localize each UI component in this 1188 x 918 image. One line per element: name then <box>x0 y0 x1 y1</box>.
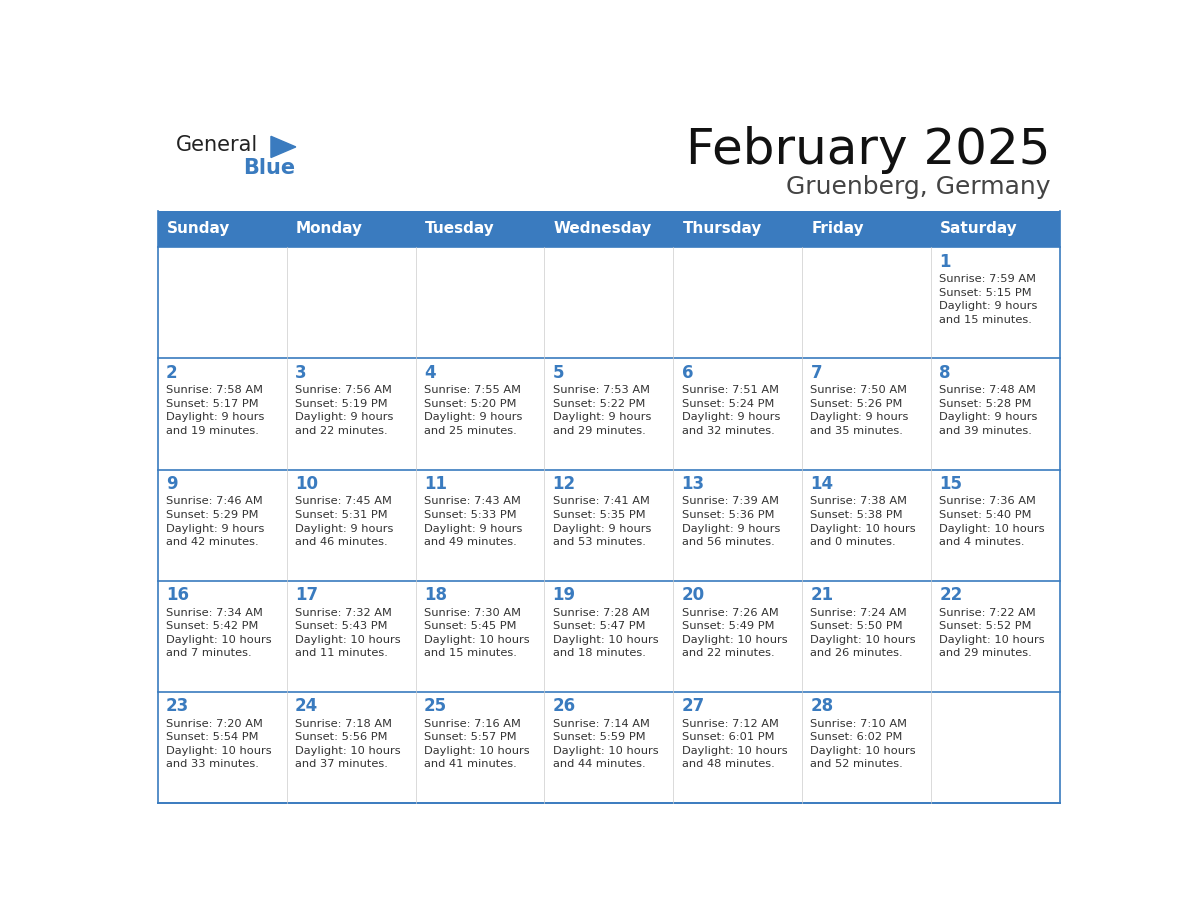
Text: 26: 26 <box>552 698 576 715</box>
Text: 2: 2 <box>166 364 178 382</box>
Text: Sunrise: 7:45 AM
Sunset: 5:31 PM
Daylight: 9 hours
and 46 minutes.: Sunrise: 7:45 AM Sunset: 5:31 PM Dayligh… <box>295 497 393 547</box>
Text: Friday: Friday <box>811 221 864 237</box>
Text: 14: 14 <box>810 476 834 493</box>
Text: Sunrise: 7:22 AM
Sunset: 5:52 PM
Daylight: 10 hours
and 29 minutes.: Sunrise: 7:22 AM Sunset: 5:52 PM Dayligh… <box>940 608 1045 658</box>
Text: Sunrise: 7:56 AM
Sunset: 5:19 PM
Daylight: 9 hours
and 22 minutes.: Sunrise: 7:56 AM Sunset: 5:19 PM Dayligh… <box>295 386 393 436</box>
Text: 17: 17 <box>295 587 318 604</box>
Text: Sunrise: 7:36 AM
Sunset: 5:40 PM
Daylight: 10 hours
and 4 minutes.: Sunrise: 7:36 AM Sunset: 5:40 PM Dayligh… <box>940 497 1045 547</box>
Text: Sunrise: 7:30 AM
Sunset: 5:45 PM
Daylight: 10 hours
and 15 minutes.: Sunrise: 7:30 AM Sunset: 5:45 PM Dayligh… <box>424 608 530 658</box>
Text: 8: 8 <box>940 364 950 382</box>
Text: Sunrise: 7:28 AM
Sunset: 5:47 PM
Daylight: 10 hours
and 18 minutes.: Sunrise: 7:28 AM Sunset: 5:47 PM Dayligh… <box>552 608 658 658</box>
Text: Sunrise: 7:26 AM
Sunset: 5:49 PM
Daylight: 10 hours
and 22 minutes.: Sunrise: 7:26 AM Sunset: 5:49 PM Dayligh… <box>682 608 788 658</box>
Text: Sunrise: 7:48 AM
Sunset: 5:28 PM
Daylight: 9 hours
and 39 minutes.: Sunrise: 7:48 AM Sunset: 5:28 PM Dayligh… <box>940 386 1038 436</box>
Text: 12: 12 <box>552 476 576 493</box>
Text: 7: 7 <box>810 364 822 382</box>
Text: 5: 5 <box>552 364 564 382</box>
Text: Sunrise: 7:32 AM
Sunset: 5:43 PM
Daylight: 10 hours
and 11 minutes.: Sunrise: 7:32 AM Sunset: 5:43 PM Dayligh… <box>295 608 400 658</box>
Text: Sunrise: 7:10 AM
Sunset: 6:02 PM
Daylight: 10 hours
and 52 minutes.: Sunrise: 7:10 AM Sunset: 6:02 PM Dayligh… <box>810 719 916 769</box>
Text: Sunrise: 7:43 AM
Sunset: 5:33 PM
Daylight: 9 hours
and 49 minutes.: Sunrise: 7:43 AM Sunset: 5:33 PM Dayligh… <box>424 497 523 547</box>
Text: Tuesday: Tuesday <box>425 221 494 237</box>
Text: Sunrise: 7:14 AM
Sunset: 5:59 PM
Daylight: 10 hours
and 44 minutes.: Sunrise: 7:14 AM Sunset: 5:59 PM Dayligh… <box>552 719 658 769</box>
Text: 16: 16 <box>166 587 189 604</box>
Polygon shape <box>271 136 296 158</box>
Text: Sunrise: 7:12 AM
Sunset: 6:01 PM
Daylight: 10 hours
and 48 minutes.: Sunrise: 7:12 AM Sunset: 6:01 PM Dayligh… <box>682 719 788 769</box>
Text: 10: 10 <box>295 476 318 493</box>
Text: Sunrise: 7:41 AM
Sunset: 5:35 PM
Daylight: 9 hours
and 53 minutes.: Sunrise: 7:41 AM Sunset: 5:35 PM Dayligh… <box>552 497 651 547</box>
Text: February 2025: February 2025 <box>687 126 1051 174</box>
Text: 13: 13 <box>682 476 704 493</box>
Text: 9: 9 <box>166 476 178 493</box>
Text: General: General <box>176 135 258 155</box>
Text: Saturday: Saturday <box>940 221 1018 237</box>
Text: Blue: Blue <box>244 158 296 177</box>
Text: Sunrise: 7:39 AM
Sunset: 5:36 PM
Daylight: 9 hours
and 56 minutes.: Sunrise: 7:39 AM Sunset: 5:36 PM Dayligh… <box>682 497 781 547</box>
Text: Sunrise: 7:55 AM
Sunset: 5:20 PM
Daylight: 9 hours
and 25 minutes.: Sunrise: 7:55 AM Sunset: 5:20 PM Dayligh… <box>424 386 523 436</box>
Text: 24: 24 <box>295 698 318 715</box>
Text: Gruenberg, Germany: Gruenberg, Germany <box>786 175 1051 199</box>
Text: Wednesday: Wednesday <box>554 221 652 237</box>
Text: Sunrise: 7:59 AM
Sunset: 5:15 PM
Daylight: 9 hours
and 15 minutes.: Sunrise: 7:59 AM Sunset: 5:15 PM Dayligh… <box>940 274 1038 325</box>
Text: Sunrise: 7:53 AM
Sunset: 5:22 PM
Daylight: 9 hours
and 29 minutes.: Sunrise: 7:53 AM Sunset: 5:22 PM Dayligh… <box>552 386 651 436</box>
Text: Sunrise: 7:38 AM
Sunset: 5:38 PM
Daylight: 10 hours
and 0 minutes.: Sunrise: 7:38 AM Sunset: 5:38 PM Dayligh… <box>810 497 916 547</box>
Text: 22: 22 <box>940 587 962 604</box>
Text: 20: 20 <box>682 587 704 604</box>
Text: 1: 1 <box>940 253 950 271</box>
Text: Sunrise: 7:18 AM
Sunset: 5:56 PM
Daylight: 10 hours
and 37 minutes.: Sunrise: 7:18 AM Sunset: 5:56 PM Dayligh… <box>295 719 400 769</box>
Text: 27: 27 <box>682 698 704 715</box>
Text: Thursday: Thursday <box>682 221 762 237</box>
Text: 6: 6 <box>682 364 693 382</box>
Text: 11: 11 <box>424 476 447 493</box>
Text: 23: 23 <box>166 698 189 715</box>
Text: Sunrise: 7:50 AM
Sunset: 5:26 PM
Daylight: 9 hours
and 35 minutes.: Sunrise: 7:50 AM Sunset: 5:26 PM Dayligh… <box>810 386 909 436</box>
Text: 21: 21 <box>810 587 834 604</box>
Text: 25: 25 <box>424 698 447 715</box>
Text: Sunrise: 7:46 AM
Sunset: 5:29 PM
Daylight: 9 hours
and 42 minutes.: Sunrise: 7:46 AM Sunset: 5:29 PM Dayligh… <box>166 497 265 547</box>
Text: Sunrise: 7:24 AM
Sunset: 5:50 PM
Daylight: 10 hours
and 26 minutes.: Sunrise: 7:24 AM Sunset: 5:50 PM Dayligh… <box>810 608 916 658</box>
Text: Sunday: Sunday <box>166 221 230 237</box>
Text: 15: 15 <box>940 476 962 493</box>
Text: Monday: Monday <box>296 221 362 237</box>
Text: 4: 4 <box>424 364 436 382</box>
Text: Sunrise: 7:20 AM
Sunset: 5:54 PM
Daylight: 10 hours
and 33 minutes.: Sunrise: 7:20 AM Sunset: 5:54 PM Dayligh… <box>166 719 272 769</box>
Text: Sunrise: 7:51 AM
Sunset: 5:24 PM
Daylight: 9 hours
and 32 minutes.: Sunrise: 7:51 AM Sunset: 5:24 PM Dayligh… <box>682 386 781 436</box>
Text: 3: 3 <box>295 364 307 382</box>
Text: 19: 19 <box>552 587 576 604</box>
Text: Sunrise: 7:16 AM
Sunset: 5:57 PM
Daylight: 10 hours
and 41 minutes.: Sunrise: 7:16 AM Sunset: 5:57 PM Dayligh… <box>424 719 530 769</box>
Text: 28: 28 <box>810 698 834 715</box>
Text: 18: 18 <box>424 587 447 604</box>
Text: Sunrise: 7:58 AM
Sunset: 5:17 PM
Daylight: 9 hours
and 19 minutes.: Sunrise: 7:58 AM Sunset: 5:17 PM Dayligh… <box>166 386 265 436</box>
Bar <box>158 210 1060 247</box>
Text: Sunrise: 7:34 AM
Sunset: 5:42 PM
Daylight: 10 hours
and 7 minutes.: Sunrise: 7:34 AM Sunset: 5:42 PM Dayligh… <box>166 608 272 658</box>
